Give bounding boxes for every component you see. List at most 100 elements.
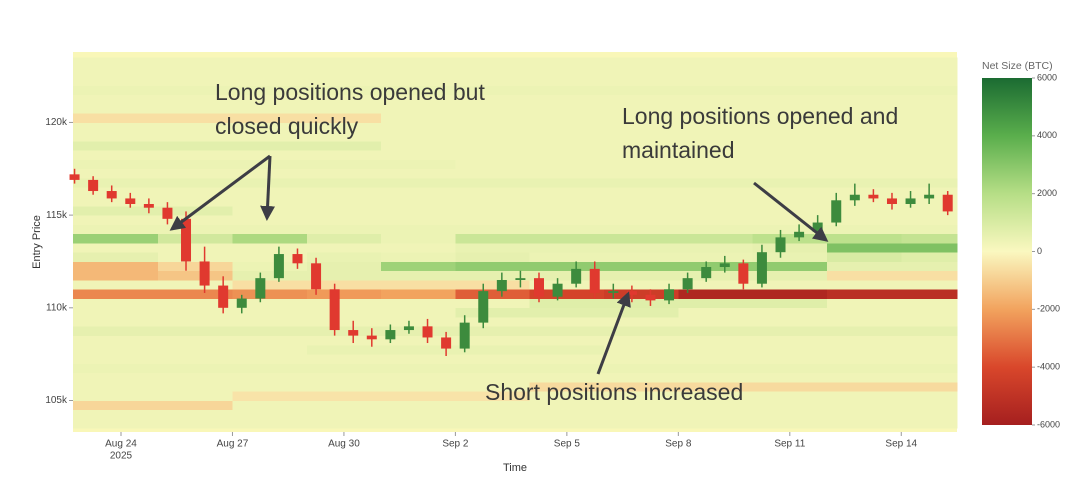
heatmap-cell — [678, 85, 754, 96]
heatmap-cell — [678, 335, 754, 346]
heatmap-cell — [306, 289, 382, 299]
heatmap-cell — [529, 178, 605, 188]
candle-body — [626, 291, 637, 295]
colorbar-tick-label: 4000 — [1037, 130, 1057, 140]
candle-body — [385, 330, 396, 340]
heatmap-cell — [306, 113, 382, 123]
candle-body — [366, 335, 377, 340]
heatmap-cell — [455, 122, 531, 133]
x-tick-label: Sep 2 — [442, 439, 469, 450]
heatmap-cell — [232, 76, 308, 86]
heatmap-cell — [381, 307, 456, 318]
candle-body — [459, 322, 470, 349]
heatmap-cell — [901, 242, 958, 253]
heatmap-cell — [73, 400, 159, 411]
x-year-label: 2025 — [110, 451, 133, 462]
heatmap-cell — [752, 159, 828, 170]
heatmap-cell — [306, 354, 382, 364]
candle-body — [515, 278, 526, 280]
heatmap-cell — [455, 103, 531, 114]
heatmap-cell — [73, 178, 159, 188]
heatmap-cell — [306, 344, 382, 355]
heatmap-cell — [826, 122, 902, 133]
heatmap-cell — [381, 391, 456, 401]
heatmap-cell — [752, 131, 828, 142]
heatmap-cell — [73, 409, 159, 420]
heatmap-cell — [752, 187, 828, 197]
heatmap-cell — [604, 178, 679, 188]
heatmap-cell — [158, 122, 233, 133]
heatmap-cell — [529, 103, 605, 114]
heatmap-cell — [752, 242, 828, 253]
heatmap-cell — [604, 270, 679, 281]
heatmap-cell — [306, 242, 382, 253]
heatmap-cell — [306, 94, 382, 105]
heatmap-cell — [752, 381, 828, 392]
x-tick-label: Sep 5 — [554, 439, 581, 450]
heatmap-cell — [826, 94, 902, 105]
heatmap-cell — [529, 344, 605, 355]
heatmap-cell — [901, 205, 958, 216]
heatmap-cell — [73, 168, 159, 179]
heatmap-cell — [158, 400, 233, 411]
heatmap-cell — [529, 215, 605, 225]
heatmap-cell — [232, 205, 308, 216]
heatmap-cell — [678, 344, 754, 355]
heatmap-cell — [306, 122, 382, 133]
heatmap-cell — [604, 159, 679, 170]
heatmap-cell — [529, 261, 605, 272]
heatmap-cell — [604, 280, 679, 290]
heatmap-cell — [381, 103, 456, 114]
heatmap-cell — [232, 270, 308, 281]
heatmap-cell — [158, 159, 233, 170]
heatmap-cell — [826, 419, 902, 429]
heatmap-cell — [381, 419, 456, 429]
heatmap-cell — [604, 233, 679, 244]
heatmap-cell — [73, 372, 159, 383]
heatmap-cell — [455, 215, 531, 225]
heatmap-cell — [73, 57, 159, 68]
annotation: Short positions increased — [485, 379, 743, 405]
heatmap-cell — [678, 289, 754, 299]
heatmap-cell — [678, 298, 754, 309]
heatmap-cell — [752, 233, 828, 244]
heatmap-cell — [678, 150, 754, 160]
heatmap-cell — [678, 140, 754, 151]
heatmap-cell — [73, 103, 159, 114]
heatmap-cell — [232, 150, 308, 160]
heatmap-cell — [752, 298, 828, 309]
heatmap-cell — [381, 261, 456, 272]
heatmap-cell — [752, 140, 828, 151]
heatmap-cell — [455, 298, 531, 309]
heatmap-cell — [455, 270, 531, 281]
heatmap-cell — [678, 307, 754, 318]
heatmap-cell — [158, 307, 233, 318]
heatmap-cell — [306, 187, 382, 197]
heatmap-cell — [455, 113, 531, 123]
heatmap-cell — [381, 85, 456, 96]
heatmap-cell — [752, 419, 828, 429]
heatmap-cell — [455, 317, 531, 327]
heatmap-cell — [306, 131, 382, 142]
heatmap-cell — [901, 150, 958, 160]
heatmap-cell — [678, 326, 754, 337]
heatmap-cell — [604, 409, 679, 420]
heatmap-cell — [826, 354, 902, 364]
heatmap-cell — [529, 298, 605, 309]
heatmap-cell — [381, 205, 456, 216]
heatmap-cell — [826, 76, 902, 86]
heatmap-cell — [306, 205, 382, 216]
heatmap-cell — [678, 381, 754, 392]
heatmap-cell — [232, 94, 308, 105]
heatmap-cell — [73, 252, 159, 262]
heatmap-cell — [73, 363, 159, 374]
heatmap-cell — [826, 298, 902, 309]
heatmap-cell — [306, 196, 382, 207]
heatmap-cell — [901, 57, 958, 68]
heatmap-cell — [678, 159, 754, 170]
heatmap-cell — [826, 140, 902, 151]
candle-body — [69, 174, 80, 180]
heatmap-cell — [752, 317, 828, 327]
heatmap-cell — [604, 57, 679, 68]
heatmap-cell — [529, 335, 605, 346]
